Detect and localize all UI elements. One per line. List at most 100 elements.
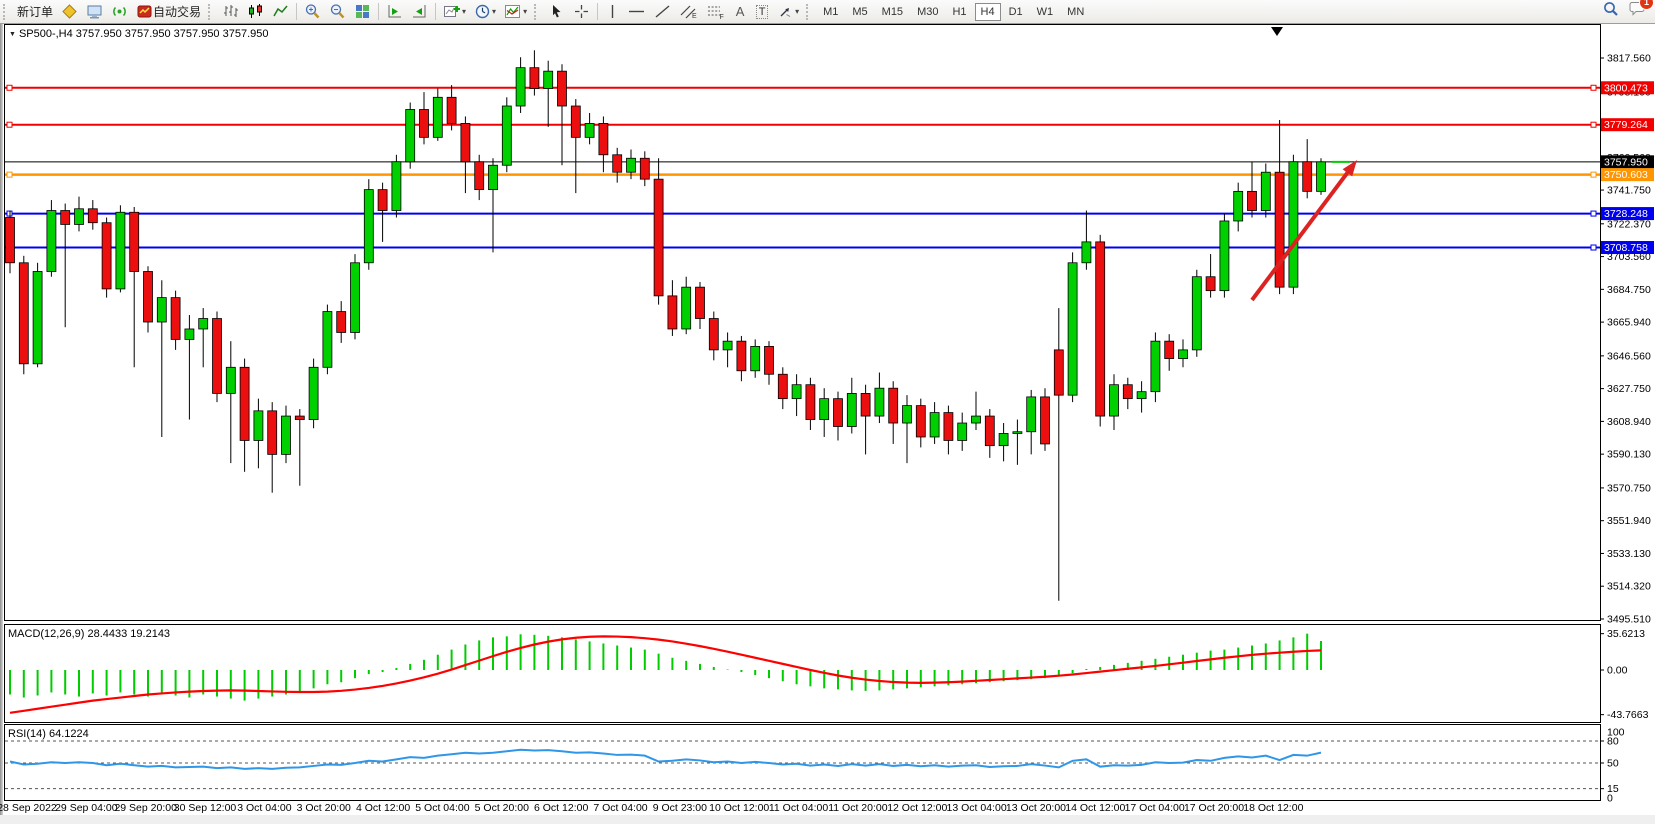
price-axis[interactable]	[1600, 23, 1655, 803]
toolbar-grip[interactable]	[3, 3, 9, 20]
macd-label: MACD(12,26,9) 28.4433 19.2143	[8, 628, 171, 640]
candle	[1109, 384, 1119, 417]
hline-handle[interactable]	[1590, 121, 1597, 128]
timeframe-dropdown-caret[interactable]: ▾	[492, 7, 497, 16]
price-badge-label: 3728.248	[1604, 208, 1648, 220]
toolbar-separator	[597, 3, 599, 20]
chart-canvas[interactable]: 3817.5603798.1003760.5603741.7503722.370…	[0, 23, 1655, 824]
time-axis-label: 14 Oct 12:00	[1065, 802, 1125, 814]
auto-scroll-button[interactable]	[408, 2, 431, 22]
candle	[488, 164, 498, 191]
tf-m15[interactable]: M15	[881, 5, 904, 18]
tf-h4[interactable]: H4	[974, 2, 1001, 21]
text-icon: A	[735, 4, 745, 19]
signal-button[interactable]	[108, 2, 131, 22]
candle	[87, 208, 98, 224]
candle	[1260, 171, 1271, 211]
tf-w1[interactable]: W1	[1036, 5, 1054, 18]
trend-arrow-head[interactable]	[1342, 160, 1357, 177]
chart-shift-button[interactable]	[383, 2, 406, 22]
text-button[interactable]: A	[730, 2, 750, 22]
time-axis-label: 3 Oct 20:00	[297, 802, 351, 814]
equidistant-channel-button[interactable]: E	[676, 2, 701, 22]
hline-handle[interactable]	[1590, 171, 1597, 178]
time-axis[interactable]	[0, 800, 1600, 816]
indicators-button[interactable]: ▾	[501, 2, 530, 22]
tf-d1[interactable]: D1	[1008, 5, 1023, 18]
bar-chart-button[interactable]	[219, 2, 242, 22]
trendline-icon	[654, 3, 671, 20]
candle	[432, 96, 443, 138]
tile-windows-button[interactable]	[351, 2, 374, 22]
equidistant-channel-icon: E	[679, 3, 698, 20]
candle	[1164, 340, 1175, 359]
hline-handle[interactable]	[6, 171, 13, 178]
indicators-icon	[504, 3, 522, 20]
search-icon[interactable]	[1602, 0, 1620, 23]
arrows-dropdown-caret[interactable]: ▾	[795, 7, 800, 16]
terminal-button[interactable]	[83, 2, 106, 22]
candle	[1247, 190, 1257, 211]
hline-handle[interactable]	[1590, 244, 1597, 251]
macd-signal-line	[9, 635, 1322, 714]
zoom-out-button[interactable]	[326, 2, 349, 22]
window-bottom-strip	[0, 815, 1655, 824]
price-tick-label: 3533.130	[1607, 548, 1651, 560]
new-order-button[interactable]: 新订单	[14, 2, 56, 22]
toolbar-grip[interactable]	[208, 3, 214, 20]
candle	[32, 271, 43, 365]
candle	[281, 415, 291, 455]
candle	[1316, 161, 1326, 192]
down-triangle-marker[interactable]	[1271, 27, 1283, 36]
hline-handle[interactable]	[1590, 210, 1597, 217]
candlestick-chart-icon	[247, 3, 264, 20]
tf-m1[interactable]: M1	[823, 5, 839, 18]
time-axis-label: 28 Sep 2022	[0, 802, 57, 814]
horizontal-line-button[interactable]	[624, 2, 649, 22]
price-tick-label: 3608.940	[1607, 416, 1651, 428]
tf-m5[interactable]: M5	[852, 5, 868, 18]
tf-h1[interactable]: H1	[952, 5, 967, 18]
order-ticket-button[interactable]	[58, 2, 81, 22]
candlestick-chart-button[interactable]	[244, 2, 267, 22]
trend-arrow-line[interactable]	[1250, 168, 1352, 302]
trendline-button[interactable]	[651, 2, 674, 22]
hline-handle[interactable]	[1590, 84, 1597, 91]
candle	[336, 311, 347, 333]
hline-handle[interactable]	[6, 84, 13, 91]
time-axis-label: 11 Oct 04:00	[769, 802, 829, 814]
arrows-button[interactable]: ▾	[774, 2, 802, 22]
tf-m30[interactable]: M30	[917, 5, 939, 18]
candle	[1136, 391, 1147, 400]
indicators-dropdown-caret[interactable]: ▾	[523, 7, 528, 16]
terminal-icon	[86, 3, 103, 20]
candle	[1233, 190, 1244, 222]
tf-mn[interactable]: MN	[1067, 5, 1085, 18]
price-tick-label: 3703.560	[1607, 251, 1651, 263]
cursor-button[interactable]	[545, 2, 568, 22]
new-chart-button[interactable]: ▾	[440, 2, 469, 22]
candle	[612, 154, 623, 173]
time-axis-label: 6 Oct 12:00	[534, 802, 588, 814]
hline-handle[interactable]	[6, 121, 13, 128]
crosshair-button[interactable]	[570, 2, 593, 22]
fibonacci-button[interactable]: F	[703, 2, 728, 22]
chat-button[interactable]: 1	[1628, 0, 1654, 23]
vertical-line-icon	[606, 3, 619, 20]
vertical-line-button[interactable]	[602, 2, 622, 22]
new-chart-dropdown-caret[interactable]: ▾	[462, 7, 467, 16]
line-chart-button[interactable]	[269, 2, 292, 22]
toolbar-grip[interactable]	[806, 3, 812, 20]
candle	[1095, 241, 1106, 417]
macd-axis-label: 35.6213	[1607, 628, 1645, 640]
candle	[1288, 161, 1299, 288]
zoom-in-button[interactable]	[301, 2, 324, 22]
timeframe-clock-button[interactable]: ▾	[471, 2, 499, 22]
toolbar-grip[interactable]	[534, 3, 540, 20]
candle	[888, 387, 899, 424]
autotrading-button[interactable]: 自动交易	[133, 2, 204, 22]
candle	[294, 415, 305, 420]
text-label-button[interactable]: T	[752, 2, 772, 22]
symbol-dropdown-icon[interactable]: ▼	[9, 31, 16, 38]
candle	[1122, 384, 1133, 400]
